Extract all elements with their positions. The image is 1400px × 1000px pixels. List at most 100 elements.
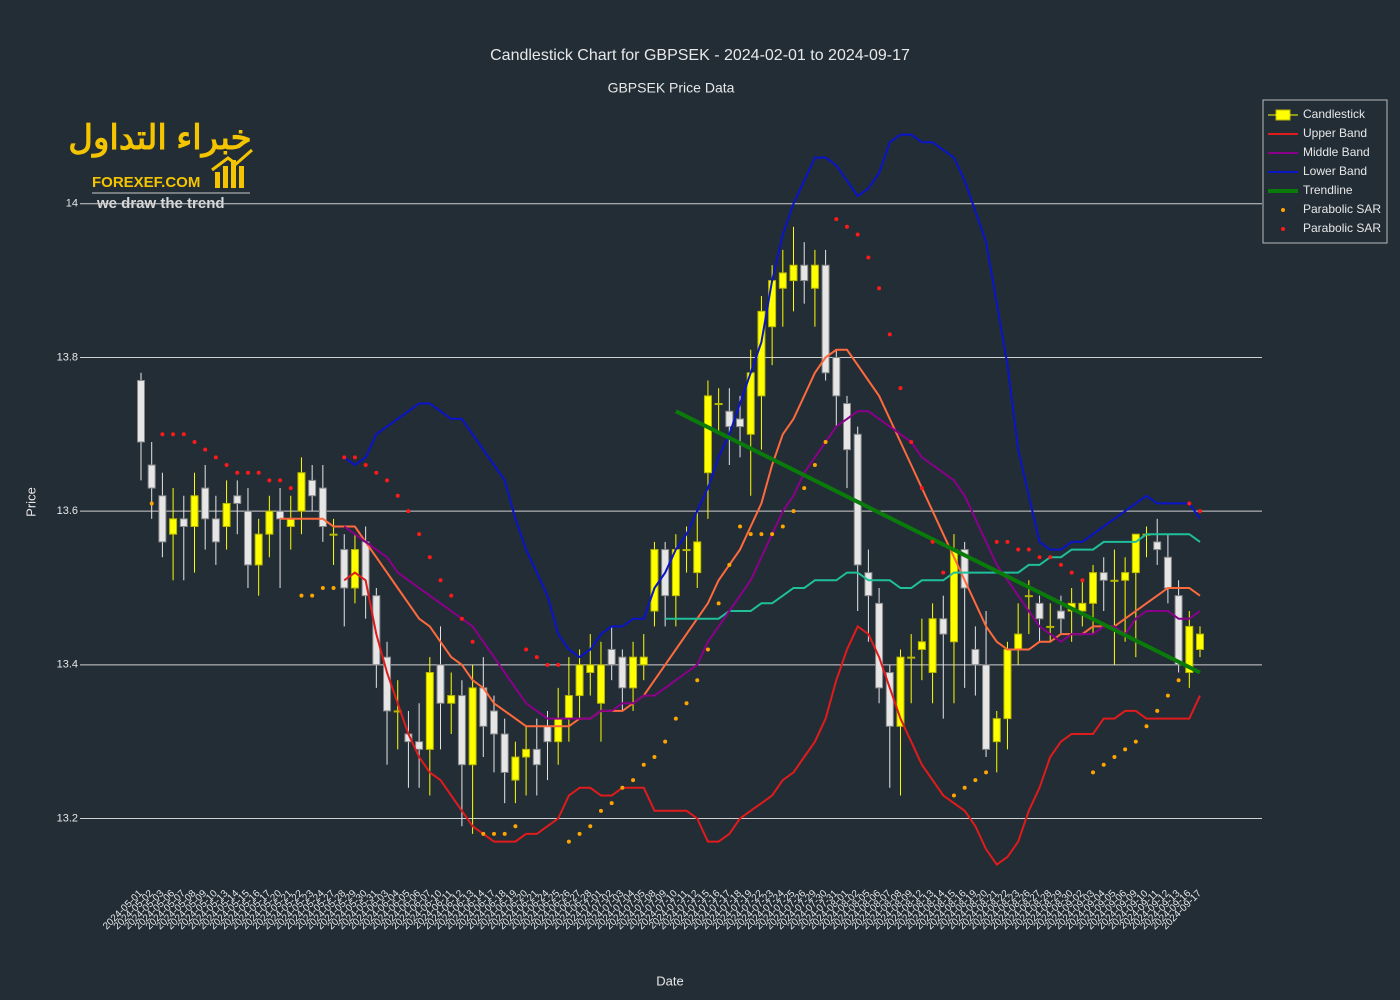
sar-dot — [598, 808, 603, 813]
sar-dot — [1069, 570, 1074, 575]
legend: Candlestick Upper Band Middle Band Lower Ba… — [1262, 99, 1388, 244]
candle-body — [543, 725, 552, 743]
candle-body — [554, 718, 563, 743]
candle-body — [361, 541, 370, 597]
sar-dot — [620, 785, 625, 790]
sar-dot — [791, 509, 796, 514]
sar-dot — [738, 524, 743, 529]
sar-dot — [866, 255, 871, 260]
candle-body — [629, 656, 638, 689]
sar-dot — [887, 332, 892, 337]
candle-body — [768, 280, 777, 328]
candle-body — [286, 518, 295, 528]
candle-body — [1196, 633, 1204, 650]
sar-dot — [203, 447, 208, 452]
sar-dot — [235, 470, 240, 475]
candle-body — [1014, 633, 1023, 650]
sar-dot — [385, 478, 390, 483]
sar-dot — [524, 647, 529, 652]
sar-dot — [919, 486, 924, 491]
sar-dot — [684, 701, 689, 706]
sar-dot — [299, 593, 304, 598]
candle-body — [158, 495, 167, 543]
candle-body — [960, 549, 969, 589]
candle-body — [693, 541, 702, 574]
sar-dot — [417, 532, 422, 537]
candle-body — [1185, 625, 1194, 674]
sar-dot — [898, 386, 903, 391]
candle-body — [1099, 572, 1108, 581]
candle-body — [447, 695, 456, 704]
candle-body — [147, 464, 156, 489]
sar-dot — [909, 439, 914, 444]
sar-dot — [1123, 747, 1128, 752]
legend-label: Middle Band — [1303, 145, 1370, 159]
sar-dot — [149, 501, 154, 506]
candle-body — [318, 487, 327, 528]
sar-dot — [534, 655, 539, 660]
sar-dot — [352, 455, 357, 460]
candle-body — [896, 656, 905, 727]
y-tick-label: 13.6 — [57, 505, 78, 517]
candle-body — [243, 510, 252, 566]
sar-dot — [802, 486, 807, 491]
logo-bar — [231, 160, 236, 188]
sar-dot — [1080, 578, 1085, 583]
candle-body — [500, 733, 509, 773]
chart-subtitle: GBPSEK Price Data — [608, 80, 735, 96]
candle-body — [928, 618, 937, 674]
y-tick-label: 13.8 — [57, 351, 78, 363]
sar-dot — [695, 678, 700, 683]
legend-label: Upper Band — [1303, 126, 1367, 140]
sar-dot — [1048, 555, 1053, 560]
sar-dot — [395, 493, 400, 498]
sar-dot — [823, 439, 828, 444]
sar-dot — [855, 232, 860, 237]
sar-dot — [812, 463, 817, 468]
sar-dot — [1005, 539, 1010, 544]
sar-dot — [727, 562, 732, 567]
candle-body — [233, 495, 242, 504]
sar-dot — [1187, 501, 1192, 506]
sar-dot — [588, 824, 593, 829]
candle-body — [575, 664, 584, 697]
candle-body — [415, 741, 424, 750]
y-tick-label: 14 — [66, 198, 78, 210]
sar-dot — [609, 801, 614, 806]
candle-body — [308, 479, 317, 497]
candle-body — [939, 618, 948, 635]
candle-body — [522, 748, 531, 758]
candle-body — [1035, 602, 1044, 620]
sar-dot — [213, 455, 218, 460]
x-axis: 2024-05-012024-05-022024-05-032024-05-06… — [101, 888, 1204, 932]
candle-body — [1056, 610, 1065, 620]
series-line — [343, 133, 1201, 659]
candle-body — [810, 264, 819, 289]
candle-body — [864, 572, 873, 597]
logo-site: FOREXEF.COM — [92, 174, 200, 191]
sar-dot — [492, 831, 496, 836]
candle-body — [907, 656, 916, 659]
candle-body — [511, 756, 520, 781]
sar-dot — [374, 470, 379, 475]
sar-dot — [652, 755, 657, 760]
candle-body — [1024, 595, 1033, 598]
sar-dot — [631, 778, 636, 783]
sar-dot — [1091, 770, 1096, 775]
candle-body — [1153, 541, 1162, 551]
candle-body — [254, 533, 263, 566]
sar-dot — [1198, 509, 1202, 514]
candle-body — [917, 641, 926, 650]
candle-body — [425, 672, 434, 750]
sar-dot — [994, 539, 999, 544]
candle-body — [222, 502, 231, 528]
candle-body — [276, 510, 285, 520]
candle-body — [1131, 533, 1140, 574]
sar-dot — [1016, 547, 1021, 552]
sar-dot — [545, 662, 550, 667]
sar-dot — [716, 601, 721, 606]
sar-dot — [1144, 724, 1149, 729]
sar-dot — [256, 470, 261, 475]
legend-label: Lower Band — [1303, 164, 1367, 178]
sar-dot — [192, 439, 197, 444]
